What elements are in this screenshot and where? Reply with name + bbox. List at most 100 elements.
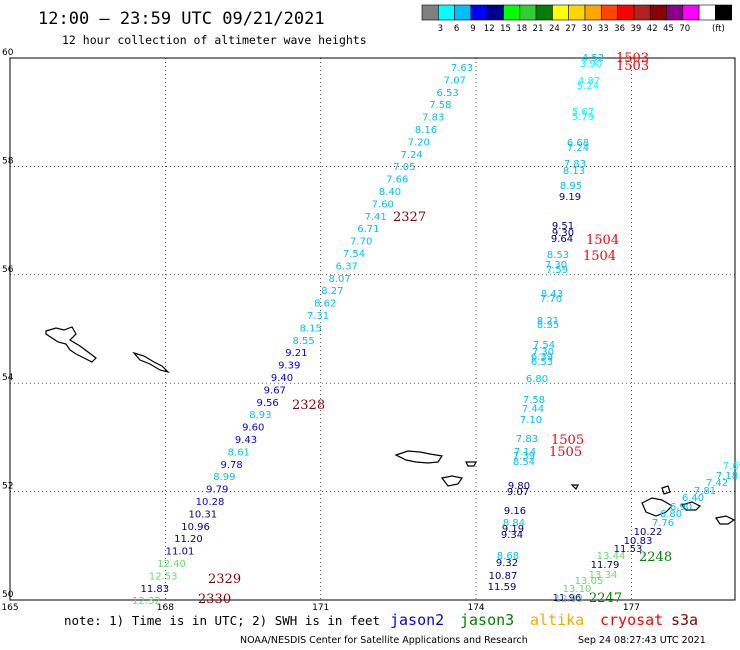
swh-value: 8.54 <box>513 457 535 468</box>
swh-value: 9.43 <box>235 435 257 446</box>
swh-value: 11.96 <box>553 593 582 604</box>
island-central <box>394 450 444 464</box>
island-east-e <box>661 485 671 495</box>
swh-value: 6.39 <box>531 352 553 363</box>
scale-label: 70 <box>679 24 690 34</box>
island-east-c <box>680 501 702 511</box>
swh-value: 8.68 <box>497 551 519 562</box>
swh-value: 11.01 <box>166 547 195 558</box>
swh-value: 8.15 <box>300 323 322 334</box>
scale-swatch <box>470 4 488 21</box>
swh-value: 11.53 <box>614 544 643 555</box>
swh-value: 9.07 <box>507 487 529 498</box>
swh-value: 7.54 <box>343 249 365 260</box>
scale-swatch <box>600 4 618 21</box>
lat-label: 56 <box>2 265 14 275</box>
lat-label: 60 <box>2 48 14 58</box>
scale-label: 33 <box>598 24 609 34</box>
island-central-b <box>440 475 463 487</box>
footer-note: note: 1) Time is in UTC; 2) SWH is in fe… <box>64 613 380 628</box>
map-title: 12:00 – 23:59 UTC 09/21/2021 <box>38 9 325 29</box>
track-jason3: 7.637.07 6.537.58 7.838.167.20 7.247.05 7.66… <box>132 63 473 607</box>
lat-label: 54 <box>2 373 14 383</box>
swh-value: 7.83 <box>516 434 538 445</box>
swh-value: 5.24 <box>577 81 599 92</box>
scale-swatch <box>421 4 439 21</box>
scale-label: 12 <box>484 24 495 34</box>
swh-value: 6.90 <box>670 502 692 513</box>
swh-value: 10.22 <box>634 527 663 538</box>
swh-value: 7.30 <box>545 260 567 271</box>
swh-value: 8.07 <box>328 274 350 285</box>
swh-value: 8.21 <box>537 316 559 327</box>
swh-value: 9.78 <box>220 460 242 471</box>
swh-value: 10.96 <box>181 522 210 533</box>
pass-number: 1504 <box>583 249 616 264</box>
swh-value: 8.84 <box>503 518 525 529</box>
swh-value: 12.32 <box>132 596 161 607</box>
scale-swatch <box>649 4 667 21</box>
lat-label: 58 <box>2 156 14 166</box>
swh-value: 9.21 <box>285 348 307 359</box>
satellite-cryosat: cryosat <box>600 611 663 629</box>
swh-value: 7.66 <box>386 175 408 186</box>
scale-swatch <box>698 4 716 21</box>
satellite-altika: altika <box>530 611 584 629</box>
pass-number: 1503 <box>616 51 649 66</box>
scale-label: 27 <box>565 24 576 34</box>
swh-value: 8.99 <box>213 472 235 483</box>
track-southeast: 7.697.187.427.816.406.906.807.7610.2210.… <box>555 461 740 605</box>
swh-value: 8.40 <box>379 187 401 198</box>
scale-label: 9 <box>470 24 475 34</box>
swh-value: 12.93 <box>555 594 584 605</box>
scale-label: 36 <box>614 24 625 34</box>
scale-swatch <box>617 4 635 21</box>
swh-value: 9.19 <box>502 524 524 535</box>
satellite-legend: jason2 jason3 altika cryosat s3a <box>390 611 698 629</box>
swh-value: 7.31 <box>307 311 329 322</box>
swh-value: 9.40 <box>271 373 293 384</box>
island-east-d <box>715 515 736 525</box>
island-east-b <box>641 497 673 517</box>
swh-value: 7.07 <box>444 75 466 86</box>
swh-value: 9.51 <box>552 221 574 232</box>
pass-number: 2329 <box>208 572 241 587</box>
color-scale: 3 6 9 12 15 18 21 24 27 30 33 36 39 42 45 70 (ft) <box>421 4 733 34</box>
scale-swatch <box>666 4 684 21</box>
footer-timestamp: Sep 24 08:27:43 UTC 2021 <box>578 635 706 646</box>
scale-swatch <box>682 4 700 21</box>
swh-value: 7.70 <box>540 294 562 305</box>
pass-number: 2248 <box>639 550 672 565</box>
swh-value: 10.31 <box>188 509 217 520</box>
swh-value: 9.30 <box>552 228 574 239</box>
pass-number: 2328 <box>292 398 325 413</box>
scale-swatch <box>715 4 733 21</box>
island-west <box>45 326 97 363</box>
swh-value: 7.39 <box>513 451 535 462</box>
swh-value: 8.53 <box>547 250 569 261</box>
swh-value: 6.37 <box>336 261 358 272</box>
pass-number: 1503 <box>616 59 649 74</box>
map-subtitle: 12 hour collection of altimeter wave hei… <box>62 33 367 47</box>
swh-value: 4.52 <box>582 53 604 64</box>
pass-number: 1504 <box>586 233 619 248</box>
scale-label: 24 <box>549 24 560 34</box>
scale-label: 45 <box>663 24 674 34</box>
swh-value: 10.83 <box>624 536 653 547</box>
scale-label: 15 <box>500 24 511 34</box>
lon-label: 174 <box>467 603 484 613</box>
lon-label: 165 <box>1 603 18 613</box>
swh-value: 7.05 <box>393 162 415 173</box>
island-east-a <box>570 484 579 491</box>
swh-value: 13.05 <box>575 576 604 587</box>
pass-number: 2327 <box>393 210 426 225</box>
lat-label: 50 <box>2 590 14 600</box>
track-east: 4.523.904.875.245.675.796.687.247.838.13… <box>488 53 604 604</box>
pass-number: 1505 <box>551 433 584 448</box>
swh-value: 7.70 <box>350 237 372 248</box>
swh-value: 11.20 <box>174 534 203 545</box>
swh-value: 7.41 <box>364 212 386 223</box>
scale-swatch <box>437 4 455 21</box>
